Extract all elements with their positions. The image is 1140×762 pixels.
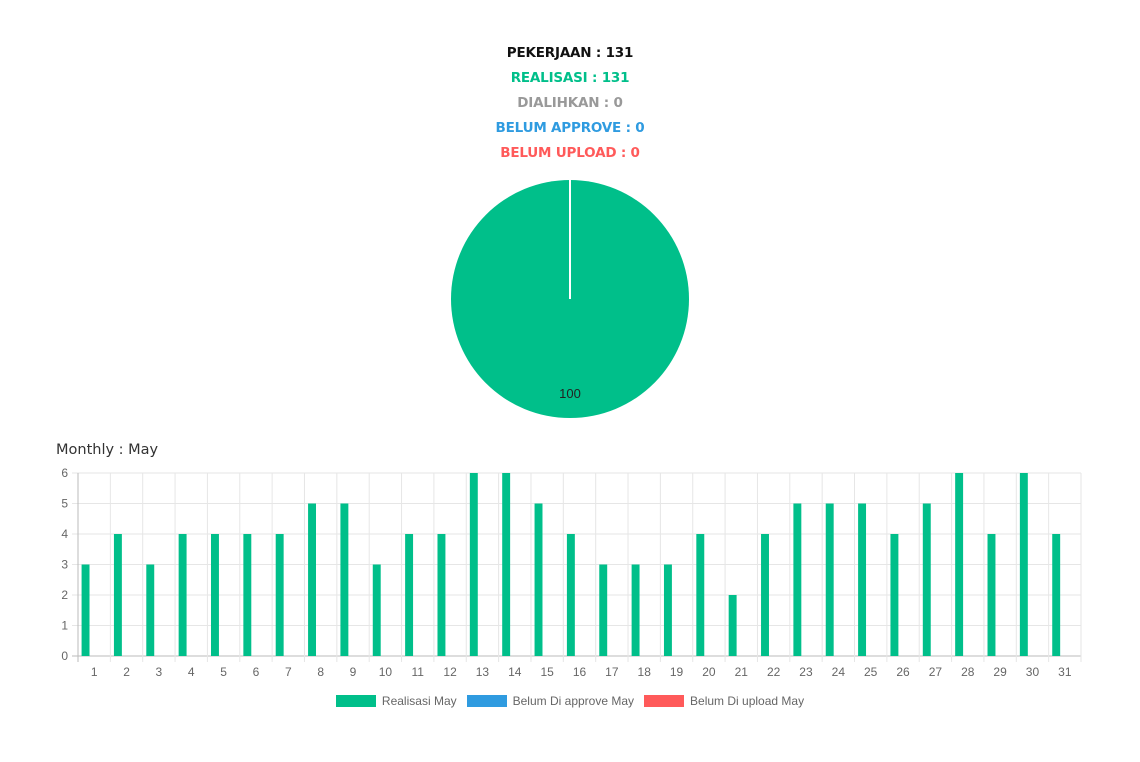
- x-tick-label: 30: [1026, 665, 1040, 679]
- bar[interactable]: [275, 534, 284, 656]
- bar[interactable]: [631, 564, 640, 657]
- x-tick-label: 16: [573, 665, 587, 679]
- x-tick-label: 1: [91, 665, 98, 679]
- bar[interactable]: [502, 473, 511, 656]
- bar[interactable]: [599, 564, 608, 657]
- x-tick-label: 8: [317, 665, 324, 679]
- bar[interactable]: [793, 503, 802, 657]
- x-tick-label: 11: [411, 665, 424, 679]
- bar[interactable]: [663, 564, 672, 657]
- bar[interactable]: [922, 503, 931, 657]
- x-tick-label: 23: [799, 665, 813, 679]
- y-tick-label: 2: [61, 588, 68, 602]
- y-tick-label: 3: [61, 558, 68, 572]
- legend-item[interactable]: Belum Di upload May: [644, 694, 804, 708]
- x-tick-label: 18: [638, 665, 652, 679]
- dialihkan-total: DIALIHKAN : 0: [517, 95, 623, 111]
- x-tick-label: 24: [832, 665, 846, 679]
- summary-panel: PEKERJAAN : 131 REALISASI : 131 DIALIHKA…: [0, 41, 1140, 166]
- bar[interactable]: [566, 534, 575, 656]
- x-tick-label: 27: [929, 665, 943, 679]
- bar[interactable]: [1052, 534, 1061, 656]
- legend-swatch: [335, 695, 376, 707]
- y-tick-label: 5: [61, 497, 68, 511]
- belum-approve-total: BELUM APPROVE : 0: [495, 120, 645, 136]
- x-tick-label: 4: [188, 665, 195, 679]
- x-tick-label: 25: [864, 665, 878, 679]
- x-tick-label: 22: [767, 665, 781, 679]
- x-tick-label: 29: [993, 665, 1007, 679]
- x-tick-label: 31: [1058, 665, 1072, 679]
- chart-legend: Realisasi May Belum Di approve May Belum D…: [0, 694, 1140, 708]
- bar[interactable]: [858, 503, 867, 657]
- bar[interactable]: [210, 534, 219, 656]
- bar[interactable]: [405, 534, 414, 656]
- legend-label: Belum Di upload May: [690, 694, 805, 708]
- x-tick-label: 6: [253, 665, 260, 679]
- x-tick-label: 19: [670, 665, 684, 679]
- bar[interactable]: [890, 534, 899, 656]
- x-tick-label: 15: [540, 665, 554, 679]
- bar[interactable]: [178, 534, 187, 656]
- legend-label: Realisasi May: [381, 694, 457, 708]
- y-tick-label: 0: [61, 649, 68, 663]
- y-tick-label: 1: [61, 619, 68, 633]
- bar[interactable]: [340, 503, 349, 657]
- bar[interactable]: [1019, 473, 1028, 656]
- x-tick-label: 2: [123, 665, 130, 679]
- pie-chart[interactable]: 100: [440, 170, 700, 430]
- bar[interactable]: [987, 534, 996, 656]
- bar[interactable]: [308, 503, 317, 657]
- x-tick-label: 17: [605, 665, 619, 679]
- x-tick-label: 5: [220, 665, 227, 679]
- x-tick-label: 9: [350, 665, 357, 679]
- pekerjaan-total: PEKERJAAN : 131: [506, 45, 634, 61]
- legend-item[interactable]: Belum Di approve May: [466, 694, 635, 708]
- x-tick-label: 7: [285, 665, 292, 679]
- legend-swatch: [466, 695, 507, 707]
- bar[interactable]: [825, 503, 834, 657]
- x-tick-label: 12: [443, 665, 457, 679]
- x-tick-label: 10: [379, 665, 393, 679]
- monthly-title: Monthly : May: [56, 442, 159, 458]
- bar[interactable]: [243, 534, 252, 656]
- bar[interactable]: [437, 534, 446, 656]
- x-tick-label: 20: [702, 665, 716, 679]
- bar[interactable]: [146, 564, 155, 657]
- bar[interactable]: [81, 564, 90, 657]
- y-tick-label: 4: [61, 527, 68, 541]
- bar[interactable]: [761, 534, 769, 656]
- bar[interactable]: [469, 473, 478, 656]
- pie-value-label: 100: [559, 386, 581, 401]
- legend-label: Belum Di approve May: [512, 694, 635, 708]
- bar[interactable]: [696, 534, 705, 656]
- x-tick-label: 14: [508, 665, 522, 679]
- belum-upload-total: BELUM UPLOAD : 0: [500, 145, 640, 161]
- x-tick-label: 13: [476, 665, 490, 679]
- bar[interactable]: [955, 473, 964, 656]
- bar[interactable]: [372, 564, 381, 657]
- y-tick-label: 6: [61, 466, 68, 480]
- realisasi-total: REALISASI : 131: [510, 70, 630, 86]
- x-tick-label: 28: [961, 665, 975, 679]
- x-tick-label: 21: [735, 665, 749, 679]
- legend-swatch: [644, 695, 685, 707]
- x-tick-label: 26: [896, 665, 910, 679]
- x-tick-label: 3: [156, 665, 163, 679]
- legend-item[interactable]: Realisasi May: [335, 694, 457, 708]
- bar[interactable]: [534, 503, 543, 657]
- bar[interactable]: [728, 595, 737, 656]
- bar[interactable]: [113, 534, 122, 656]
